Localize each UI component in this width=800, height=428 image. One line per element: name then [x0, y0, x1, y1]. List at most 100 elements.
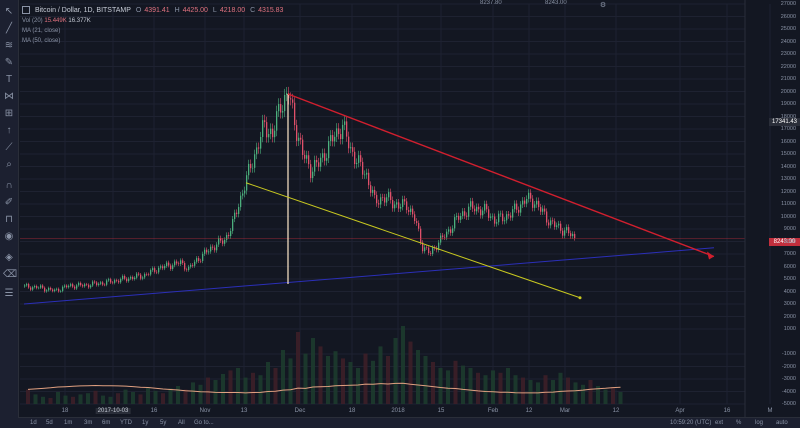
- x-tick-label: Mar: [559, 408, 571, 414]
- y-tick-label: 1000: [783, 326, 796, 332]
- blue-support-line: [23, 247, 715, 305]
- candle-body: [516, 203, 518, 210]
- stay-drawing-icon[interactable]: ✐: [4, 197, 14, 208]
- range-5d[interactable]: 5d: [46, 420, 53, 426]
- top-bid-box[interactable]: 8237.80: [480, 0, 502, 6]
- volume-bar: [281, 350, 285, 404]
- range-1d[interactable]: 1d: [30, 420, 37, 426]
- candle-body: [154, 268, 156, 272]
- candle-body: [456, 215, 458, 218]
- candle-body: [370, 185, 372, 193]
- fib-icon[interactable]: ≋: [4, 40, 14, 51]
- ruler-icon[interactable]: ⟋: [5, 142, 13, 153]
- candle-body: [278, 104, 280, 112]
- object-tree-icon[interactable]: ☰: [4, 288, 14, 299]
- volume-bar: [416, 350, 420, 404]
- volume-histogram: [26, 326, 623, 404]
- ma1-legend[interactable]: MA (21, close): [22, 28, 60, 34]
- clock-time: 10:59:20 (UTC): [670, 420, 712, 426]
- volume-bar: [191, 382, 195, 404]
- brush-icon[interactable]: ✎: [4, 57, 14, 68]
- volume-bar: [438, 368, 443, 404]
- range-1y[interactable]: 1y: [142, 420, 149, 426]
- candle-body: [174, 261, 176, 266]
- candle-body: [340, 134, 342, 140]
- visibility-icon[interactable]: ◉: [4, 231, 14, 242]
- candle-body: [230, 230, 232, 237]
- candle-body: [310, 164, 312, 179]
- zoom-icon[interactable]: ⌕: [6, 159, 12, 170]
- trash-icon[interactable]: ⌫: [3, 269, 18, 280]
- y-tick-label: -3000: [781, 376, 796, 382]
- candle-body: [380, 197, 382, 205]
- text-icon[interactable]: T: [5, 74, 13, 85]
- candle-body: [58, 288, 60, 292]
- range-5y[interactable]: 5y: [160, 420, 167, 426]
- red-arrow-head: [707, 251, 714, 260]
- candle-body: [574, 233, 576, 239]
- volume-bar: [228, 370, 233, 404]
- goto-button[interactable]: Go to...: [194, 420, 214, 426]
- candle-body: [282, 111, 284, 113]
- candle-body: [148, 274, 150, 275]
- layers-icon[interactable]: ◈: [5, 252, 13, 263]
- candle-body: [192, 264, 194, 266]
- volume-bar: [153, 390, 158, 404]
- top-ask-box[interactable]: 8243.00: [545, 0, 567, 6]
- candle-body: [424, 247, 426, 252]
- range-6m[interactable]: 6m: [102, 420, 111, 426]
- candle-body: [144, 274, 146, 278]
- candle-body: [534, 204, 536, 208]
- range-ytd[interactable]: YTD: [120, 420, 132, 426]
- volume-bar: [341, 358, 345, 404]
- candle-body: [256, 147, 258, 155]
- symbol-icon[interactable]: [22, 6, 30, 14]
- red-trend-line: [287, 93, 715, 258]
- range-all[interactable]: All: [178, 420, 185, 426]
- candle-body: [488, 209, 490, 218]
- candle-body: [446, 231, 448, 238]
- low-value: 4218.00: [219, 6, 246, 14]
- candle-body: [250, 163, 252, 169]
- magnet-icon[interactable]: ∩: [5, 180, 13, 191]
- prediction-icon[interactable]: ⊞: [4, 108, 14, 119]
- y-tick-label: 20000: [780, 88, 796, 95]
- candle-body: [382, 197, 384, 198]
- arrow-up-icon[interactable]: ↑: [6, 125, 12, 136]
- percent-toggle[interactable]: %: [736, 420, 742, 426]
- candle-body: [102, 282, 104, 285]
- ma2-legend[interactable]: MA (50, close): [22, 38, 60, 44]
- volume-bar: [483, 375, 488, 404]
- candle-body: [458, 215, 460, 220]
- candle-body: [502, 213, 504, 222]
- volume-legend[interactable]: Vol (20) 15.449K 16.377K: [22, 18, 91, 24]
- candle-body: [316, 159, 318, 163]
- candle-body: [570, 233, 572, 237]
- candle-body: [202, 253, 204, 262]
- auto-toggle[interactable]: auto: [776, 420, 788, 426]
- candle-body: [476, 206, 478, 212]
- volume-bar: [131, 392, 135, 404]
- x-tick-label: 12: [525, 408, 533, 414]
- volume-bar: [453, 360, 458, 404]
- y-tick-label: 8000: [783, 238, 796, 245]
- lock-icon[interactable]: ⊓: [5, 214, 13, 225]
- trend-annotations: [20, 93, 745, 300]
- symbol-title[interactable]: Bitcoin / Dollar, 1D, BITSTAMP: [34, 6, 131, 14]
- candle-body: [262, 120, 264, 137]
- trendline-icon[interactable]: ╱: [5, 23, 13, 34]
- candle-body: [78, 282, 80, 286]
- x-tick-label: Nov: [199, 408, 211, 414]
- ext-toggle[interactable]: ext: [715, 420, 724, 426]
- volume-bar: [206, 377, 210, 404]
- range-3m[interactable]: 3m: [84, 420, 93, 426]
- candle-body: [348, 136, 350, 149]
- candle-body: [418, 223, 420, 229]
- cursor-icon[interactable]: ↖: [4, 6, 14, 17]
- range-1m[interactable]: 1m: [64, 420, 73, 426]
- log-toggle[interactable]: log: [755, 420, 764, 426]
- candle-body: [384, 197, 386, 203]
- settings-icon[interactable]: ⚙: [599, 2, 607, 9]
- pattern-icon[interactable]: ⋈: [4, 91, 14, 102]
